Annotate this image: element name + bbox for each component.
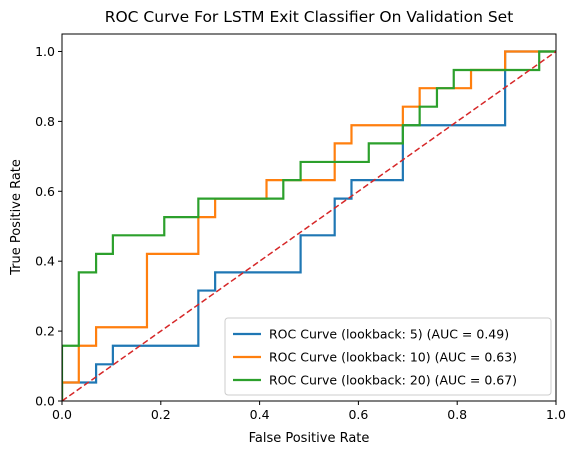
y-tick-label: 0.4	[35, 254, 55, 269]
legend: ROC Curve (lookback: 5) (AUC = 0.49) ROC …	[224, 317, 552, 396]
y-axis: 0.0 0.2 0.4 0.6 0.8 1.0	[35, 44, 62, 409]
chance-diagonal-line	[62, 50, 556, 401]
plot-frame	[61, 33, 557, 402]
x-axis: 0.0 0.2 0.4 0.6 0.8 1.0	[52, 401, 566, 422]
legend-entry-label: ROC Curve (lookback: 10) (AUC = 0.63)	[269, 350, 517, 365]
plot-area	[62, 50, 556, 401]
chart-title: ROC Curve For LSTM Exit Classifier On Va…	[105, 8, 514, 26]
y-tick-label: 0.6	[35, 184, 55, 199]
series-line-3	[62, 50, 556, 401]
y-tick-label: 0.0	[35, 394, 55, 409]
x-axis-label: False Positive Rate	[249, 431, 370, 446]
x-tick-label: 0.0	[52, 407, 72, 422]
x-tick-label: 0.6	[348, 407, 368, 422]
x-tick-label: 1.0	[546, 407, 566, 422]
legend-entry-label: ROC Curve (lookback: 20) (AUC = 0.67)	[269, 373, 517, 388]
y-tick-label: 0.2	[35, 324, 55, 339]
x-tick-label: 0.8	[447, 407, 467, 422]
x-tick-label: 0.2	[151, 407, 171, 422]
y-axis-label: True Positive Rate	[9, 159, 24, 276]
y-tick-label: 0.8	[35, 114, 55, 129]
x-tick-label: 0.4	[250, 407, 270, 422]
legend-box	[224, 317, 552, 396]
y-tick-label: 1.0	[35, 44, 55, 59]
legend-entry-label: ROC Curve (lookback: 5) (AUC = 0.49)	[269, 327, 509, 342]
